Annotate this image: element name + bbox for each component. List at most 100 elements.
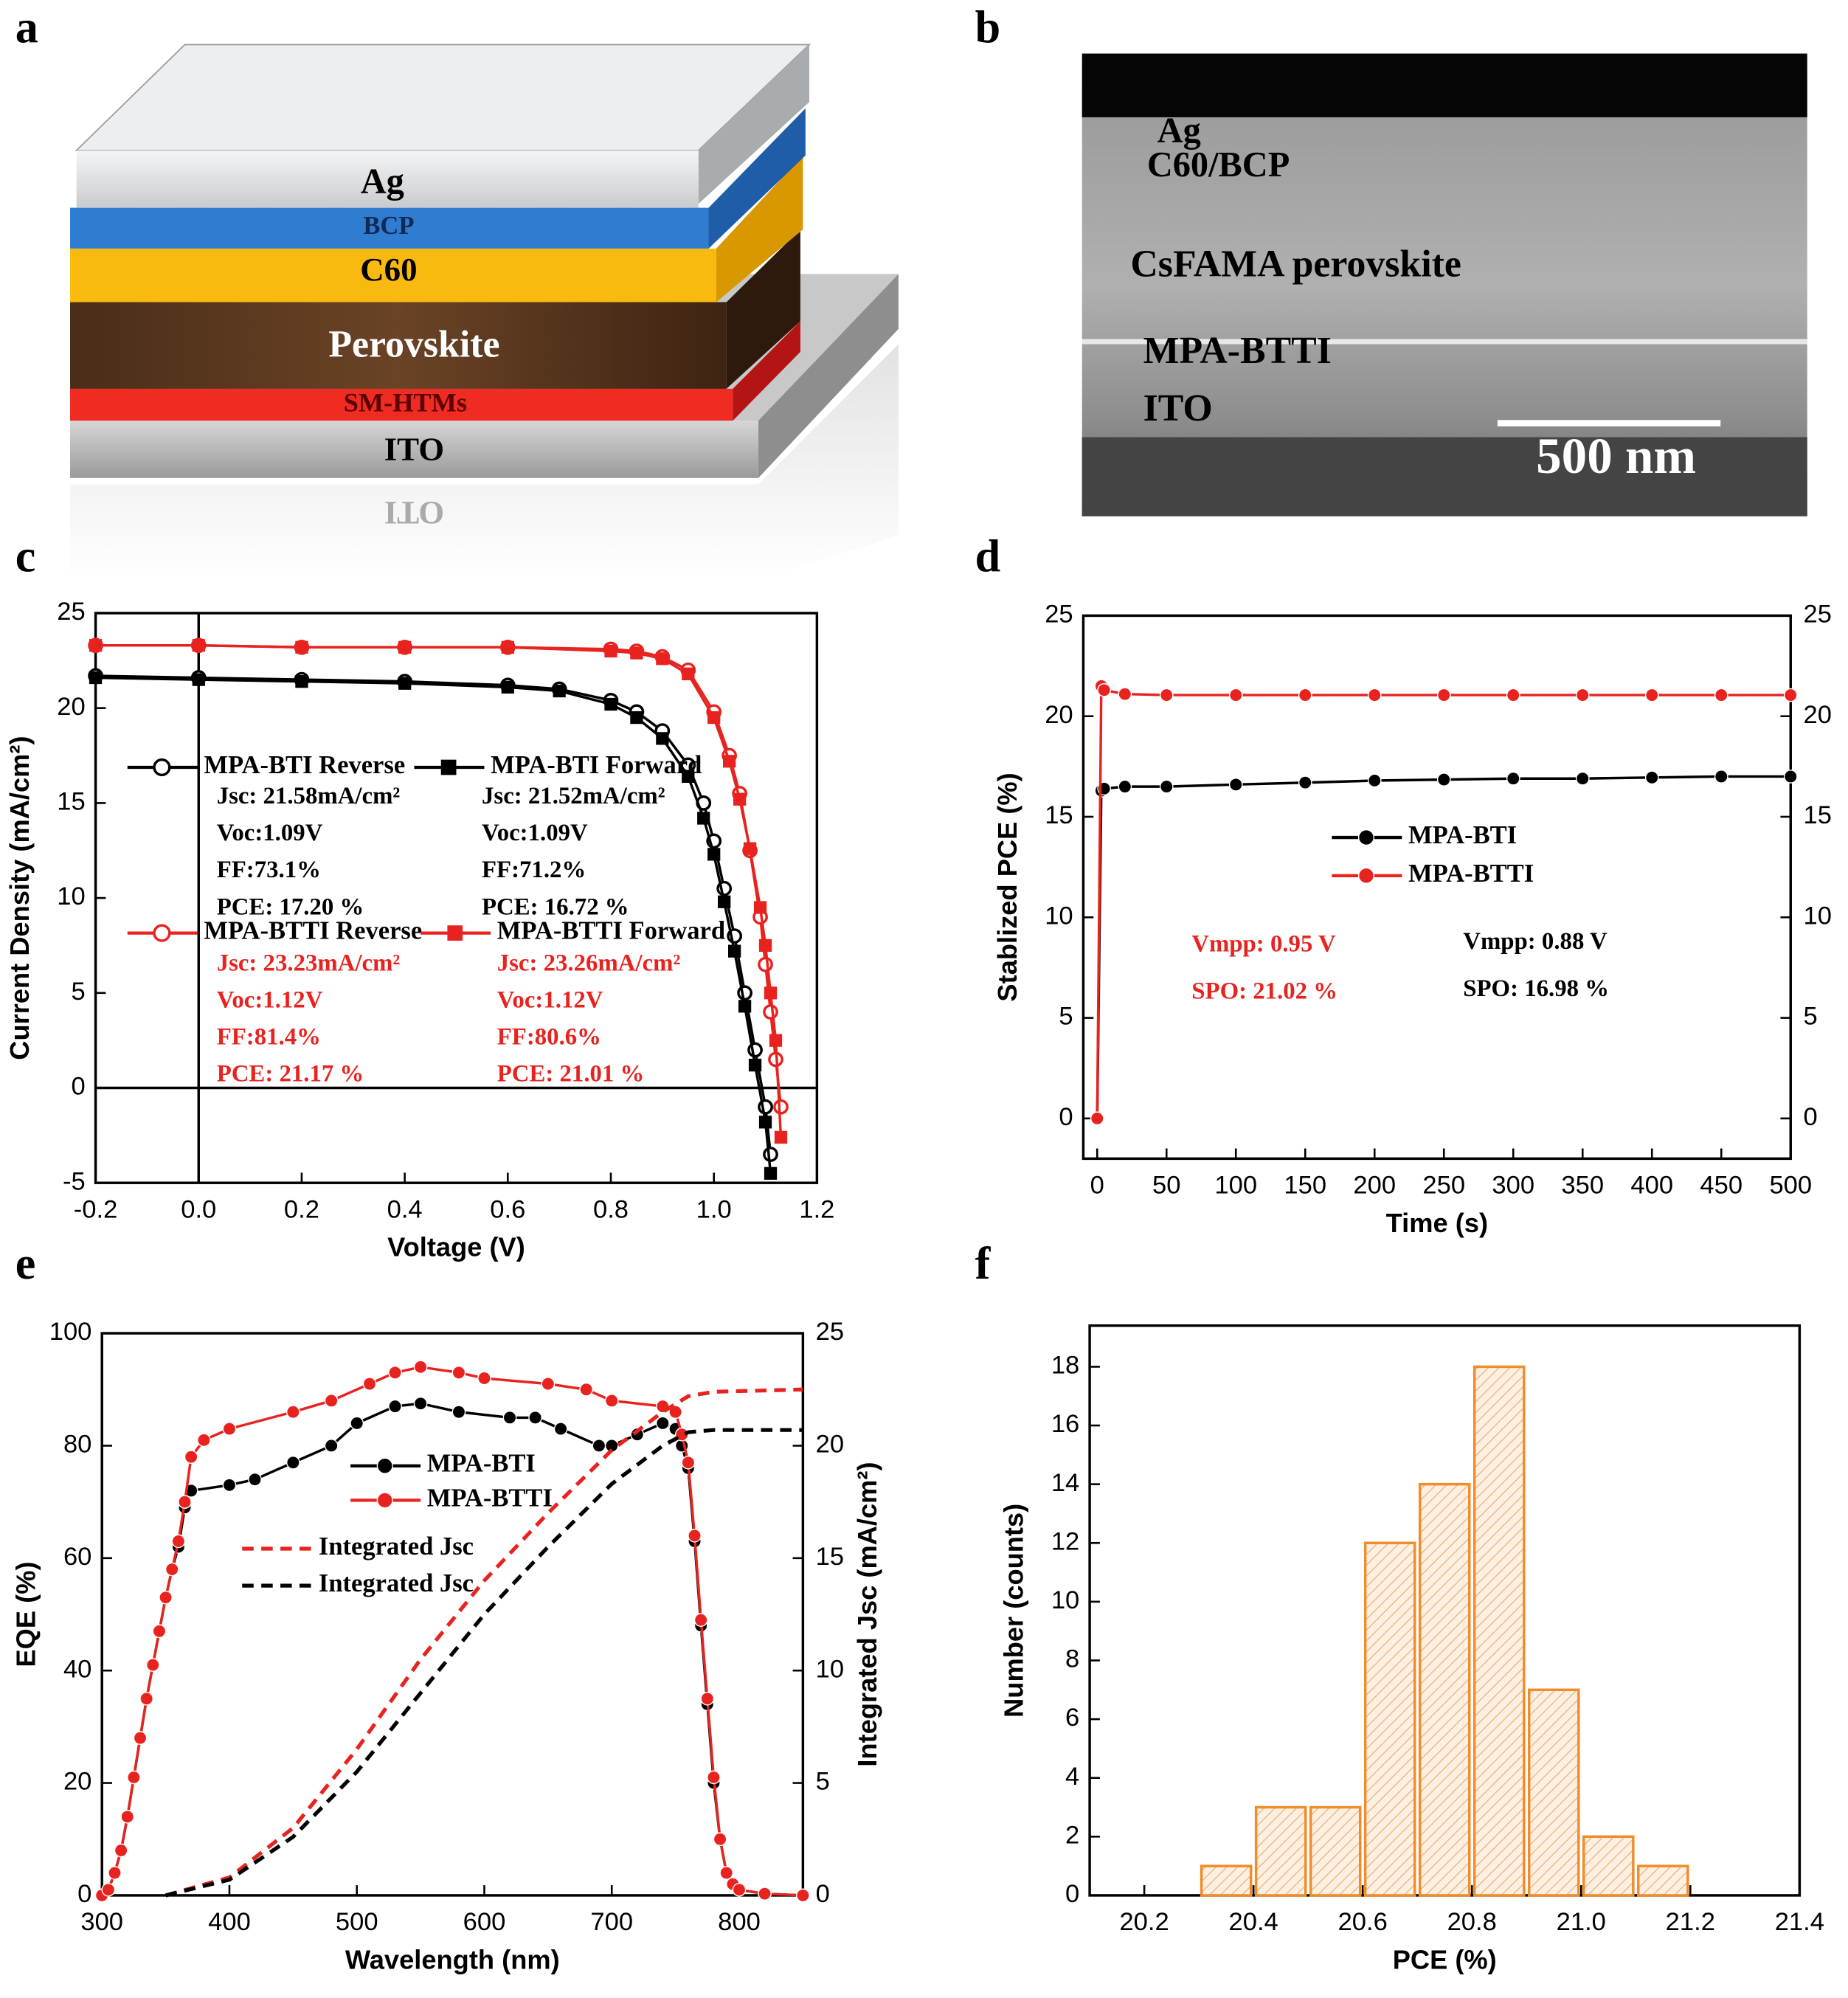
marker (732, 1882, 747, 1897)
y2-tick-label: 15 (816, 1543, 844, 1571)
marker (763, 1147, 778, 1162)
marker (682, 667, 695, 680)
chart: 300 400 500 600 700 800 0 20 40 60 80 100 0 5 10 15 20 25… (11, 1318, 882, 1974)
x-tick-label: 600 (463, 1908, 506, 1936)
annotation: Vmpp: 0.95 V (1191, 930, 1336, 957)
y-tick-label: 6 (1065, 1704, 1079, 1732)
legend-marker (153, 924, 171, 942)
y2-tick-label: 10 (1804, 902, 1832, 930)
marker (723, 755, 736, 768)
y-tick-label: 4 (1065, 1763, 1079, 1791)
marker (697, 812, 710, 825)
marker (769, 1034, 783, 1047)
marker (1436, 688, 1451, 702)
marker (656, 652, 669, 666)
x-tick-label: 300 (1492, 1172, 1534, 1200)
x-tick-label: 500 (336, 1908, 378, 1936)
panel-label: c (15, 531, 36, 581)
marker (1159, 688, 1174, 702)
y-tick-label: 25 (57, 598, 85, 626)
marker (1228, 688, 1243, 702)
y-tick-label: 0 (77, 1880, 91, 1908)
y-tick-label: 12 (1051, 1527, 1079, 1555)
y-tick-label: 0 (1065, 1880, 1079, 1908)
perovskite-front (70, 302, 727, 389)
c60-front (70, 248, 716, 303)
marker (681, 1455, 696, 1470)
x-tick-label: 200 (1353, 1172, 1396, 1200)
marker (324, 1394, 339, 1408)
x-tick-label: 0 (1090, 1172, 1104, 1200)
y2-tick-label: 0 (1804, 1103, 1818, 1131)
marker (165, 1562, 179, 1577)
marker (1228, 778, 1243, 792)
x-tick-label: 700 (590, 1908, 633, 1936)
bar (1637, 1864, 1689, 1897)
marker (700, 1691, 715, 1706)
annotation: Voc:1.09V (482, 820, 588, 846)
marker (1575, 771, 1590, 786)
ito-side (758, 274, 899, 478)
bar (1200, 1864, 1253, 1897)
marker (656, 1416, 670, 1431)
marker (713, 1832, 727, 1847)
y-tick-label: 10 (1051, 1586, 1079, 1614)
marker (688, 1529, 702, 1543)
chart: 20.2 20.4 20.6 20.8 21.0 21.2 21.4 0 2 4 6 8 10 12 14 1… (998, 1324, 1824, 1974)
marker (159, 1590, 173, 1605)
marker (604, 697, 617, 711)
marker (413, 1396, 428, 1411)
series-line (95, 676, 772, 1174)
legend-label: MPA-BTTI Forward (497, 917, 725, 945)
y2-tick-label: 25 (1804, 601, 1832, 629)
marker (192, 673, 205, 686)
x-axis-label: Time (s) (1386, 1208, 1488, 1238)
marker (738, 1000, 752, 1013)
annotation: SPO: 21.02 % (1191, 978, 1337, 1004)
layer-label: Perovskite (328, 324, 499, 366)
series-line (95, 643, 783, 1138)
layer-label: SM-HTMs (344, 388, 467, 418)
y-tick-label: 25 (1045, 601, 1073, 629)
annotation: Jsc: 23.26mA/cm² (497, 950, 681, 976)
y-tick-label: 15 (57, 788, 85, 816)
legend-marker (376, 1492, 393, 1509)
marker (152, 1624, 167, 1639)
marker (630, 646, 643, 660)
marker (753, 901, 767, 914)
sem-label: ITO (1143, 387, 1213, 429)
y-tick-label: 18 (1051, 1352, 1079, 1380)
marker (763, 1004, 778, 1020)
y-tick-label: 0 (72, 1073, 86, 1101)
y-tick-label: 14 (1051, 1469, 1079, 1497)
marker (139, 1691, 154, 1706)
annotation: Voc:1.12V (497, 986, 603, 1013)
device-stack: Ag BCP C60 Perovskite SM-HTMs ITO ITO (70, 44, 899, 581)
marker (604, 1394, 619, 1408)
marker (451, 1366, 466, 1380)
marker (388, 1366, 402, 1380)
marker (748, 1058, 762, 1072)
y-axis-label: Number (counts) (998, 1504, 1028, 1718)
marker (693, 1613, 708, 1627)
marker (1714, 688, 1728, 702)
marker (1298, 775, 1312, 789)
y-tick-label: -5 (63, 1167, 86, 1195)
annotation: Voc:1.09V (217, 820, 323, 846)
y2-tick-label: 20 (816, 1431, 844, 1459)
sem-label: C60/BCP (1147, 145, 1290, 184)
y-tick-label: 0 (1059, 1103, 1073, 1131)
legend-marker (153, 758, 171, 777)
layer-label: Ag (361, 162, 404, 201)
sem-label: CsFAMA perovskite (1130, 243, 1461, 286)
y-tick-label: 16 (1051, 1410, 1079, 1438)
marker (579, 1382, 594, 1397)
marker (764, 1166, 778, 1180)
marker (733, 792, 747, 806)
marker (295, 675, 308, 688)
htm-side (733, 321, 800, 421)
y-tick-label: 15 (1045, 801, 1073, 829)
annotation: PCE: 21.01 % (497, 1061, 645, 1088)
marker (350, 1416, 364, 1431)
